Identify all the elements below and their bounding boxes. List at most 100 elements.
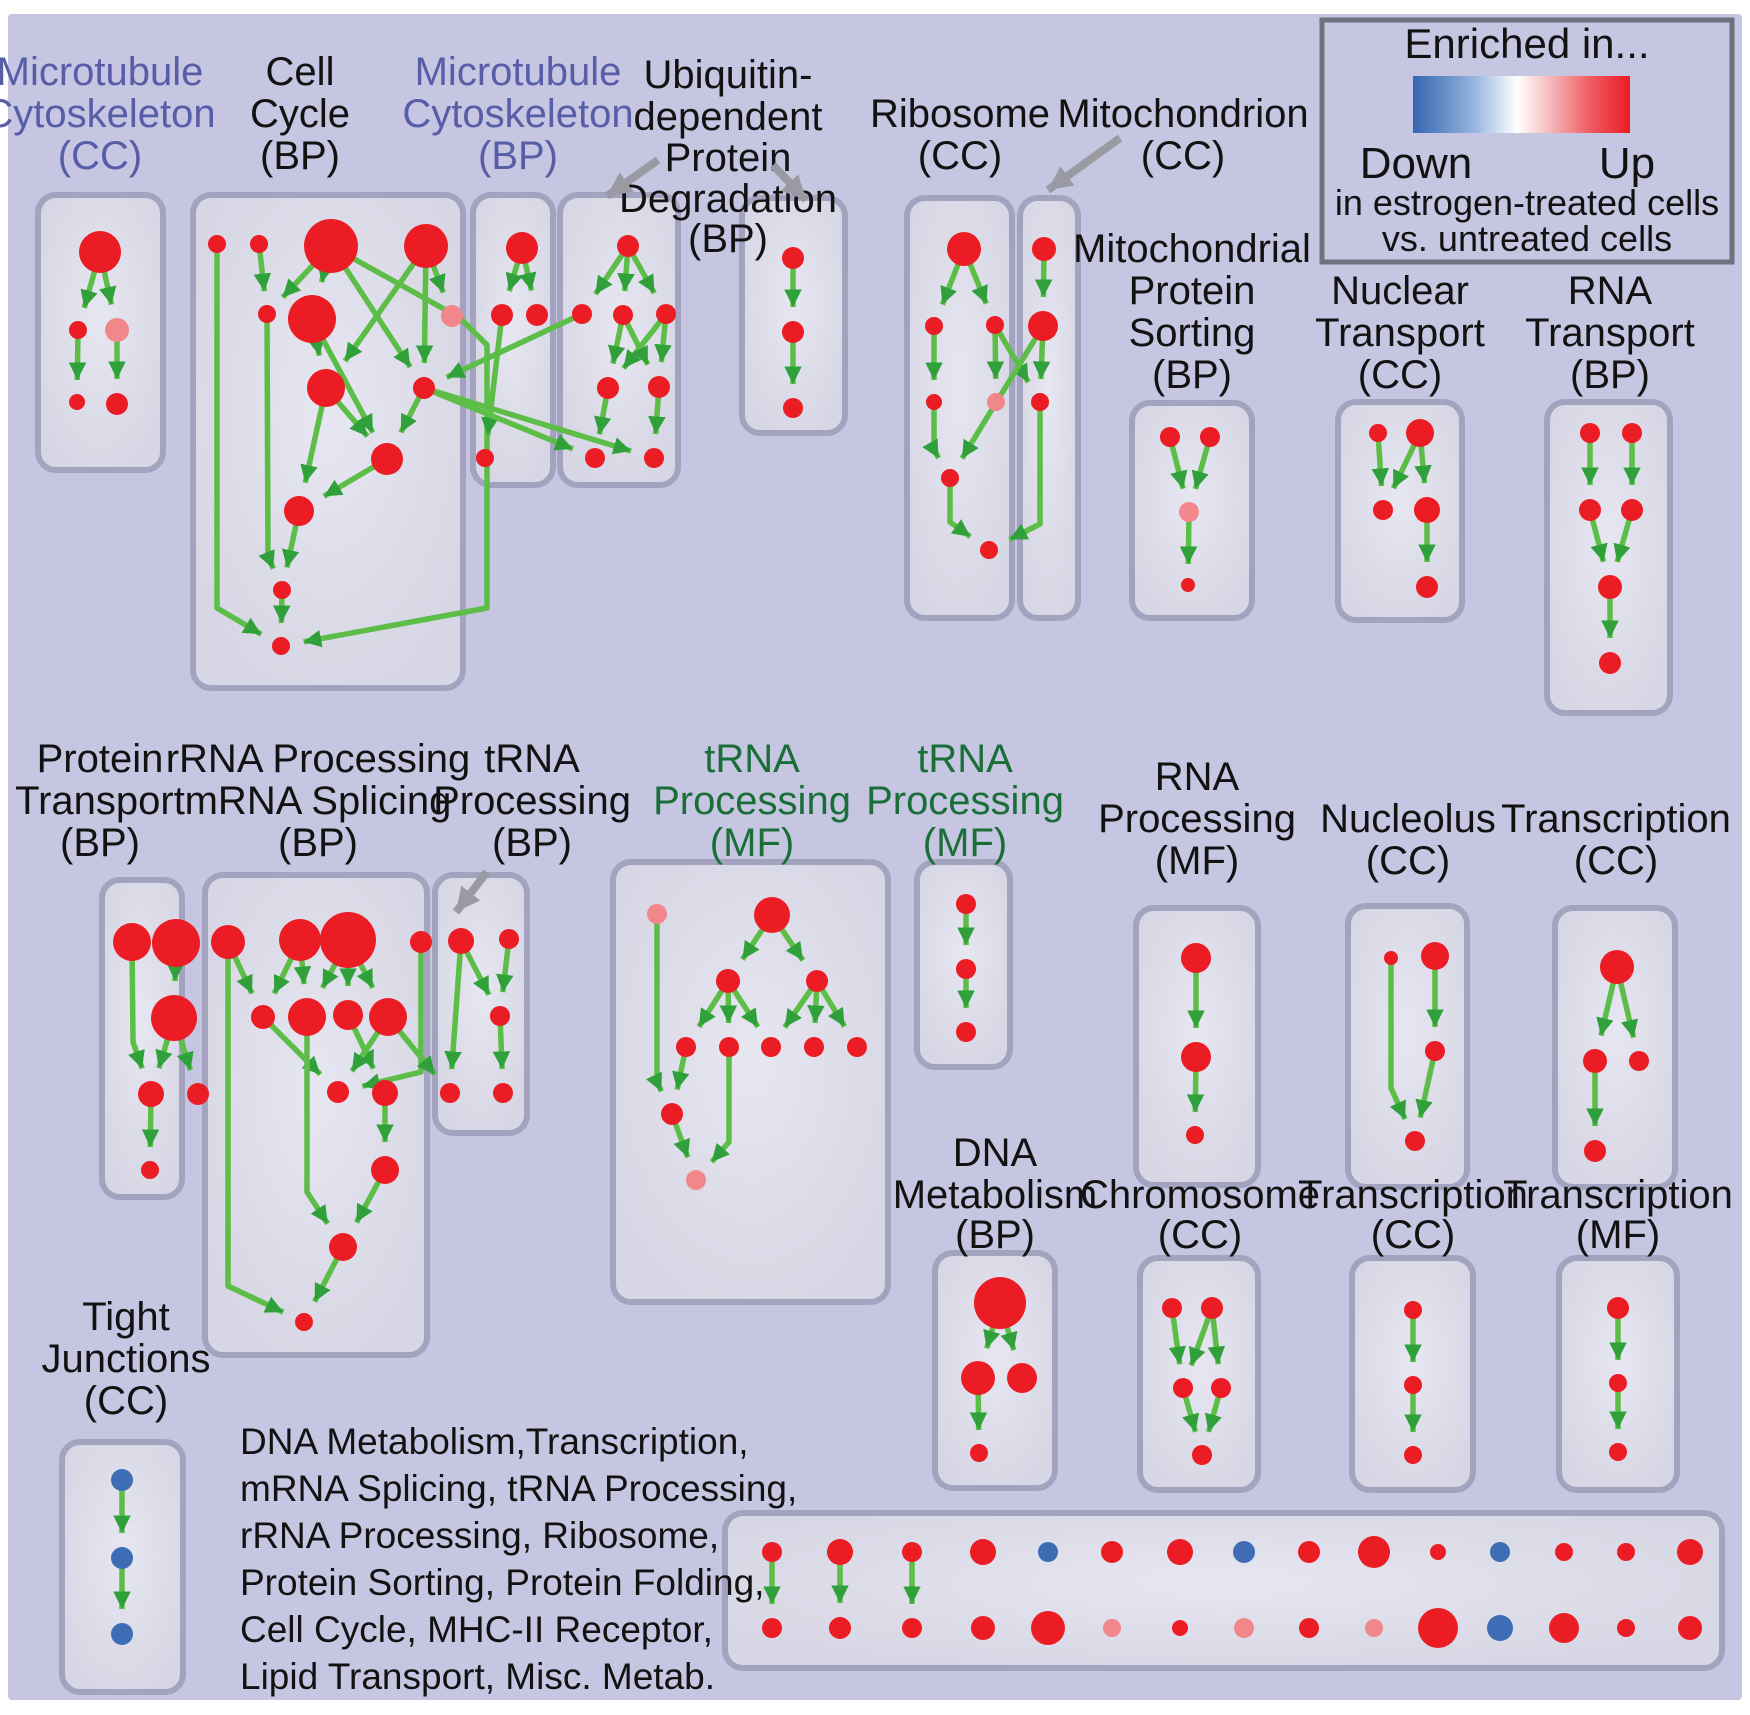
go-term-node <box>1555 1543 1573 1561</box>
go-term-node <box>1299 1618 1319 1638</box>
go-term-node <box>1298 1541 1320 1563</box>
edge <box>342 244 429 363</box>
go-term-node <box>208 235 226 253</box>
go-term-node <box>1617 1543 1635 1561</box>
go-term-node <box>1416 576 1438 598</box>
group-label: Mitochondrial Protein Sorting (BP) <box>1073 227 1311 397</box>
go-term-node <box>1549 1613 1579 1643</box>
go-term-node <box>272 637 290 655</box>
footnote-line: rRNA Processing, Ribosome, <box>240 1515 720 1556</box>
go-term-node <box>1600 950 1634 984</box>
go-term-node <box>1233 1541 1255 1563</box>
go-term-node <box>847 1037 867 1057</box>
go-term-node <box>1358 1536 1390 1568</box>
go-term-node <box>288 998 326 1036</box>
go-term-node <box>1201 1297 1223 1319</box>
go-term-node <box>251 1005 275 1029</box>
group-label: RNA Transport (BP) <box>1525 269 1695 397</box>
go-term-node <box>782 321 804 343</box>
group-label: Mitochondrion (CC) <box>1057 92 1308 178</box>
edge <box>423 385 632 455</box>
go-term-node <box>1405 1131 1425 1151</box>
group-label: Tight Junctions (CC) <box>42 1295 211 1423</box>
go-term-node <box>369 998 407 1036</box>
term-group-box-transcription-cc <box>1552 905 1678 1190</box>
edge <box>947 478 972 539</box>
go-term-node <box>1038 1542 1058 1562</box>
go-term-node <box>613 305 633 325</box>
go-term-node <box>491 304 513 326</box>
go-term-node <box>1609 1374 1627 1392</box>
go-term-node <box>1186 1126 1204 1144</box>
go-term-node <box>111 1547 133 1569</box>
go-term-node <box>1200 427 1220 447</box>
go-term-node <box>971 1616 995 1640</box>
edge <box>128 941 145 1070</box>
group-label: rRNA Processing mRNA Splicing (BP) <box>166 737 471 865</box>
edge <box>261 1015 323 1077</box>
go-term-node <box>754 897 790 933</box>
go-term-node <box>258 305 276 323</box>
go-term-node <box>1181 1042 1211 1072</box>
group-label: Ribosome (CC) <box>870 92 1050 178</box>
group-label: tRNA Processing (MF) <box>653 737 851 865</box>
go-term-node <box>1599 652 1621 674</box>
edge <box>225 942 285 1315</box>
edge <box>645 914 664 1093</box>
go-term-node <box>970 1444 988 1462</box>
go-term-node <box>829 1617 851 1639</box>
go-term-node <box>1031 393 1049 411</box>
edge <box>1415 1050 1438 1119</box>
go-term-node <box>1181 943 1211 973</box>
go-term-node <box>782 247 804 269</box>
go-term-node <box>1677 1539 1703 1565</box>
go-term-node <box>1617 1619 1635 1637</box>
go-term-node <box>327 1081 349 1103</box>
term-group-box-dna-metabolism <box>932 1250 1058 1491</box>
legend-title: Enriched in... <box>1404 20 1649 67</box>
go-term-node <box>1490 1542 1510 1562</box>
go-term-node <box>980 541 998 559</box>
footnote-line: Lipid Transport, Misc. Metab. <box>240 1656 716 1697</box>
edge <box>922 402 941 460</box>
nodes-layer <box>69 219 1703 1648</box>
go-term-node <box>762 1618 782 1638</box>
go-term-node <box>1369 424 1387 442</box>
group-label: tRNA Processing (MF) <box>866 737 1064 865</box>
go-term-node <box>1160 427 1180 447</box>
go-term-node <box>1365 1619 1383 1637</box>
label-callout-arrow <box>452 869 491 915</box>
go-term-node <box>987 393 1005 411</box>
footnote-line: DNA Metabolism,Transcription, <box>240 1421 749 1462</box>
term-group-box-rrna-mrna <box>202 872 430 1358</box>
go-term-node <box>902 1618 922 1638</box>
term-group-box-transcription-cc-2 <box>1349 1255 1476 1493</box>
go-term-node <box>211 925 245 959</box>
go-term-node <box>410 931 432 953</box>
go-term-node <box>404 224 448 268</box>
group-label: Protein Transport (BP) <box>15 737 185 865</box>
go-term-node <box>806 970 828 992</box>
go-term-node <box>1234 1618 1254 1638</box>
go-term-node <box>1421 942 1449 970</box>
edge <box>303 243 490 648</box>
go-term-node <box>925 317 943 335</box>
go-term-node <box>762 1542 782 1562</box>
go-term-node <box>1103 1619 1121 1637</box>
go-term-node <box>152 919 200 967</box>
go-term-node <box>1580 423 1600 443</box>
term-group-box-nuclear-transport <box>1335 399 1465 623</box>
go-term-node <box>372 1080 398 1106</box>
go-term-node <box>941 469 959 487</box>
go-term-node <box>113 923 151 961</box>
legend-subline-2: vs. untreated cells <box>1382 218 1672 259</box>
go-term-node <box>1101 1541 1123 1563</box>
go-term-node <box>320 912 376 968</box>
go-term-node <box>617 235 639 257</box>
labels-layer: Microtubule Cytoskeleton (CC) Cell Cycle (BP)… <box>0 50 1733 1423</box>
go-term-node <box>970 1539 996 1565</box>
go-term-node <box>902 1542 922 1562</box>
go-term-node <box>476 449 494 467</box>
